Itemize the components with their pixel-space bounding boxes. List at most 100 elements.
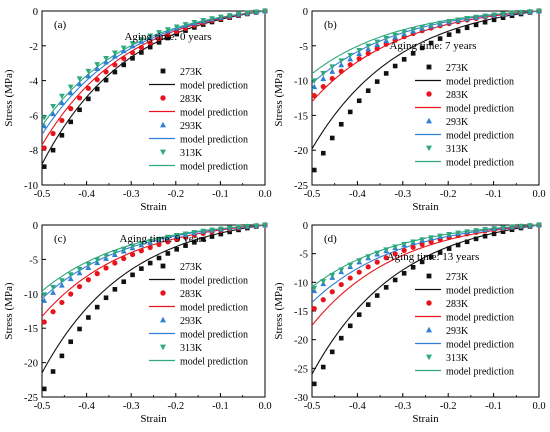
data-point-273K	[455, 242, 461, 248]
legend-label-313K: 313K	[446, 144, 469, 155]
data-point-283K	[41, 145, 47, 151]
data-point-313K	[419, 237, 426, 243]
legend-label-283K: 283K	[446, 299, 469, 310]
y-tick-label: -10	[24, 290, 38, 301]
data-point-313K	[446, 19, 453, 25]
data-point-313K	[419, 24, 426, 31]
data-point-283K	[356, 269, 362, 275]
x-tick-label: -0.2	[167, 189, 184, 200]
data-point-273K	[320, 150, 326, 156]
x-tick-label: -0.1	[485, 189, 502, 200]
data-point-273K	[103, 77, 109, 83]
y-tick-label: -15	[24, 324, 38, 335]
data-point-283K	[41, 319, 47, 325]
data-point-283K	[59, 117, 65, 124]
data-point-273K	[165, 35, 171, 41]
data-point-313K	[111, 250, 118, 256]
x-tick-label: 0.0	[532, 189, 545, 200]
data-point-313K	[401, 29, 408, 36]
data-point-313K	[365, 254, 372, 260]
legend-label-model: model prediction	[180, 330, 248, 341]
x-axis-title: Strain	[140, 413, 167, 425]
data-point-313K	[253, 9, 260, 16]
data-point-273K	[77, 326, 82, 332]
legend-label-313K: 313K	[180, 148, 203, 159]
data-point-283K	[112, 62, 118, 68]
data-point-283K	[374, 45, 380, 52]
legend-label-model: model prediction	[446, 340, 514, 351]
data-point-313K	[428, 22, 435, 29]
x-tick-label: -0.3	[394, 189, 411, 200]
data-point-313K	[235, 11, 242, 18]
data-point-313K	[182, 231, 189, 237]
data-point-313K	[320, 71, 327, 77]
data-point-283K	[329, 75, 335, 82]
y-tick-label: -15	[294, 307, 308, 318]
y-tick-label: -8	[29, 146, 38, 157]
data-point-313K	[401, 241, 408, 248]
y-tick-label: -5	[29, 255, 38, 266]
data-point-313K	[464, 229, 470, 235]
data-point-313K	[156, 236, 162, 243]
y-tick-label: -15	[294, 111, 308, 122]
panel-label: (d)	[324, 233, 337, 245]
legend-marker-273K	[426, 64, 432, 70]
legend-label-model: model prediction	[446, 286, 514, 297]
data-point-293K	[320, 75, 327, 82]
data-point-283K	[85, 277, 91, 283]
data-point-313K	[446, 232, 453, 238]
legend-marker-293K	[426, 117, 432, 124]
data-point-273K	[77, 107, 82, 113]
data-point-273K	[86, 96, 91, 102]
data-point-273K	[50, 147, 56, 153]
data-point-293K	[41, 122, 48, 129]
data-point-313K	[209, 16, 215, 22]
data-point-313K	[518, 10, 524, 16]
data-point-283K	[138, 248, 144, 254]
data-point-313K	[473, 14, 479, 21]
data-point-313K	[320, 279, 327, 285]
panel-label: (c)	[54, 233, 67, 245]
chart-panel-3: -0.5 -0.4 -0.3 -0.2 -0.1 0.0 -30 -25 -20 -15 -10 -5…	[273, 221, 546, 425]
data-point-283K	[392, 251, 398, 257]
data-point-273K	[374, 293, 380, 298]
data-point-313K	[209, 227, 215, 234]
data-point-283K	[383, 255, 389, 261]
data-point-313K	[103, 253, 109, 259]
data-point-273K	[365, 88, 371, 93]
legend-label-273K: 273K	[446, 272, 469, 283]
data-point-283K	[50, 309, 56, 315]
data-point-313K	[147, 33, 154, 39]
data-point-293K	[85, 72, 92, 79]
data-point-283K	[147, 244, 153, 251]
data-point-283K	[365, 264, 371, 270]
data-point-273K	[183, 243, 188, 248]
data-point-273K	[209, 234, 215, 239]
data-point-283K	[165, 32, 171, 38]
data-point-313K	[58, 278, 65, 284]
data-point-273K	[112, 287, 118, 292]
data-point-283K	[121, 255, 127, 262]
data-point-313K	[347, 52, 354, 59]
data-point-273K	[347, 323, 353, 329]
data-point-283K	[338, 68, 344, 74]
data-point-283K	[374, 259, 380, 265]
data-point-313K	[338, 58, 345, 64]
legend-label-model: model prediction	[180, 276, 248, 287]
panel-label: (b)	[324, 19, 337, 31]
data-point-283K	[103, 69, 109, 75]
data-point-313K	[509, 224, 515, 230]
data-point-313K	[111, 50, 118, 56]
x-tick-label: -0.4	[78, 401, 95, 412]
data-point-293K	[76, 269, 83, 276]
data-point-313K	[120, 246, 127, 253]
data-point-283K	[59, 299, 65, 306]
chart-panel-0: -0.5 -0.4 -0.3 -0.2 -0.1 0.0 -10 -8 -6 -4 -2 0 Strai…	[3, 7, 272, 213]
data-point-313K	[120, 45, 127, 51]
data-point-313K	[338, 267, 345, 273]
model-line-273K	[311, 224, 540, 375]
legend-marker-313K	[426, 354, 432, 361]
data-point-283K	[129, 50, 136, 56]
data-point-293K	[58, 99, 65, 106]
legend-label-293K: 293K	[446, 326, 469, 337]
